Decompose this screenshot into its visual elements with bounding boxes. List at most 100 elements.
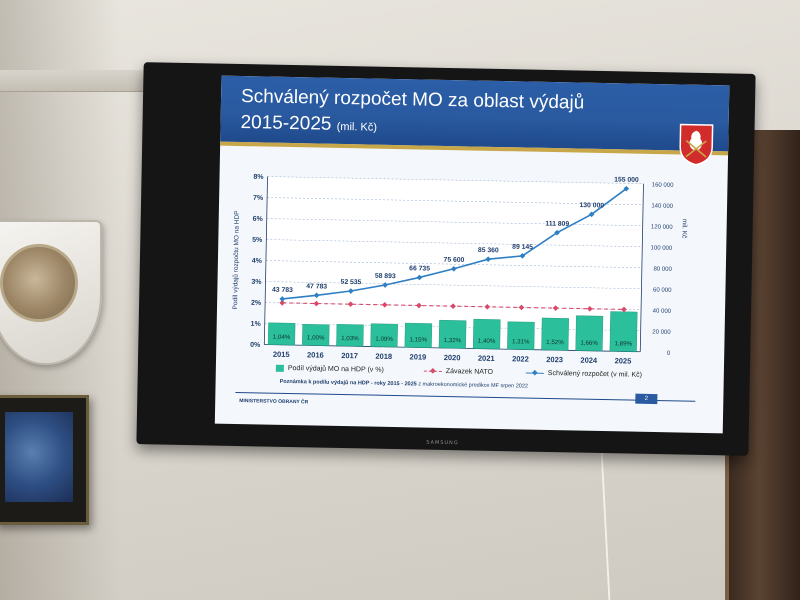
tv-screen: Schválený rozpočet MO za oblast výdajů 2… — [214, 75, 730, 434]
gridline — [267, 197, 644, 206]
budget-marker — [519, 253, 526, 259]
bar-value-label: 1,04% — [273, 334, 291, 341]
left-tick-label: 2% — [251, 300, 262, 307]
gridline — [267, 176, 644, 185]
right-axis — [639, 183, 644, 352]
legend-swatch-line — [525, 372, 544, 374]
budget-marker — [485, 256, 492, 263]
x-tick-label: 2023 — [546, 355, 563, 364]
bar — [541, 317, 569, 351]
bar-value-label: 1,89% — [614, 340, 632, 347]
x-tick-label: 2015 — [273, 350, 290, 359]
left-axis — [263, 176, 268, 345]
right-tick-label: 60 000 — [653, 287, 672, 293]
x-tick-label: 2022 — [512, 354, 529, 363]
tv-cable — [599, 432, 623, 600]
right-axis-title: mil. Kč — [680, 219, 687, 239]
budget-marker — [554, 229, 560, 236]
nato-marker — [586, 305, 593, 312]
nato-marker — [484, 303, 491, 310]
framed-picture — [0, 395, 89, 525]
gridline — [265, 281, 642, 290]
slide-note-rest: z makroekonomické predikce MF srpen 2022 — [416, 381, 529, 390]
budget-marker — [588, 211, 595, 218]
coat-of-arms-icon — [679, 123, 714, 166]
budget-marker — [279, 296, 286, 302]
bar-value-label: 1,40% — [478, 338, 496, 345]
left-tick-label: 4% — [252, 258, 263, 265]
x-tick-label: 2025 — [615, 356, 632, 365]
television: Schválený rozpočet MO za oblast výdajů 2… — [136, 62, 756, 456]
wall-shelf — [0, 70, 150, 92]
budget-value-label: 89 145 — [512, 244, 533, 251]
budget-value-label: 155 000 — [614, 176, 639, 183]
budget-marker — [347, 288, 354, 294]
legend-item-budget: Schválený rozpočet (v mil. Kč) — [525, 370, 642, 379]
bar-value-label: 1,09% — [375, 336, 393, 343]
x-tick-label: 2019 — [410, 352, 427, 361]
right-tick-label: 80 000 — [653, 266, 672, 272]
ministry-label: MINISTERSTVO OBRANY ČR — [239, 398, 309, 406]
left-tick-label: 6% — [253, 216, 264, 223]
gridline — [266, 239, 643, 248]
right-tick-label: 40 000 — [653, 308, 672, 314]
x-tick-label: 2016 — [307, 350, 324, 359]
left-tick-label: 3% — [251, 279, 262, 286]
budget-value-label: 58 893 — [375, 273, 396, 280]
bar-value-label: 1,15% — [409, 336, 427, 343]
legend-item-gdp-share: Podíl výdajů MO na HDP (v %) — [275, 364, 384, 374]
x-tick-label: 2021 — [478, 354, 495, 363]
bar — [404, 322, 433, 348]
bar-value-label: 1,03% — [341, 335, 359, 342]
bar — [370, 323, 398, 348]
left-tick-label: 7% — [253, 195, 264, 202]
bar — [472, 318, 501, 350]
legend-swatch-dashed — [423, 370, 442, 372]
budget-marker — [623, 185, 630, 192]
nato-marker — [313, 300, 320, 307]
x-tick-label: 2020 — [444, 353, 461, 362]
nato-marker — [347, 301, 354, 308]
legend-label-nato: Závazek NATO — [445, 368, 494, 376]
bar-value-label: 1,00% — [307, 334, 325, 341]
plaque-seal-icon — [0, 244, 78, 322]
x-tick-label: 2018 — [375, 352, 392, 361]
bar-value-label: 1,31% — [512, 338, 530, 345]
right-tick-label: 20 000 — [652, 329, 671, 335]
nato-marker — [416, 302, 422, 309]
bar — [267, 322, 296, 346]
bar-value-label: 1,32% — [444, 337, 462, 344]
gridline — [266, 218, 643, 227]
wall-plaque — [0, 220, 102, 365]
right-tick-label: 120 000 — [651, 224, 673, 230]
slide-note-bold: Poznámka k podílu výdajů na HDP - roky 2… — [279, 378, 417, 388]
page-number: 2 — [635, 393, 658, 405]
budget-value-label: 66 735 — [409, 265, 430, 272]
budget-value-label: 85 360 — [478, 247, 499, 254]
right-tick-label: 160 000 — [652, 182, 674, 188]
nato-marker — [450, 303, 456, 309]
budget-marker — [450, 265, 457, 272]
x-tick-label: 2024 — [580, 356, 598, 365]
budget-marker — [416, 274, 423, 281]
left-axis-title: Podíl výdajů rozpočtu MO na HDP — [231, 210, 241, 309]
gridline — [265, 260, 642, 269]
bar — [575, 315, 604, 352]
right-tick-label: 100 000 — [650, 245, 672, 251]
budget-marker — [313, 292, 320, 299]
legend-item-nato: Závazek NATO — [423, 368, 494, 376]
left-tick-label: 8% — [253, 174, 264, 181]
nato-marker — [552, 305, 559, 311]
budget-value-label: 111 809 — [545, 221, 569, 228]
budget-value-label: 47 783 — [306, 283, 327, 290]
bar — [507, 321, 535, 350]
left-tick-label: 5% — [252, 237, 263, 244]
bar — [302, 324, 330, 346]
x-tick-label: 2017 — [341, 351, 358, 360]
left-tick-label: 1% — [251, 321, 262, 328]
bar — [336, 324, 364, 347]
bar-value-label: 1,66% — [580, 340, 598, 347]
bar-value-label: 1,52% — [546, 339, 564, 346]
budget-chart: 0% 1% 2% 3% 4% 5% 6% 7% 8% 0 20 000 40 000 60 000 80 … — [231, 174, 688, 366]
framed-picture-globe-icon — [5, 412, 73, 502]
